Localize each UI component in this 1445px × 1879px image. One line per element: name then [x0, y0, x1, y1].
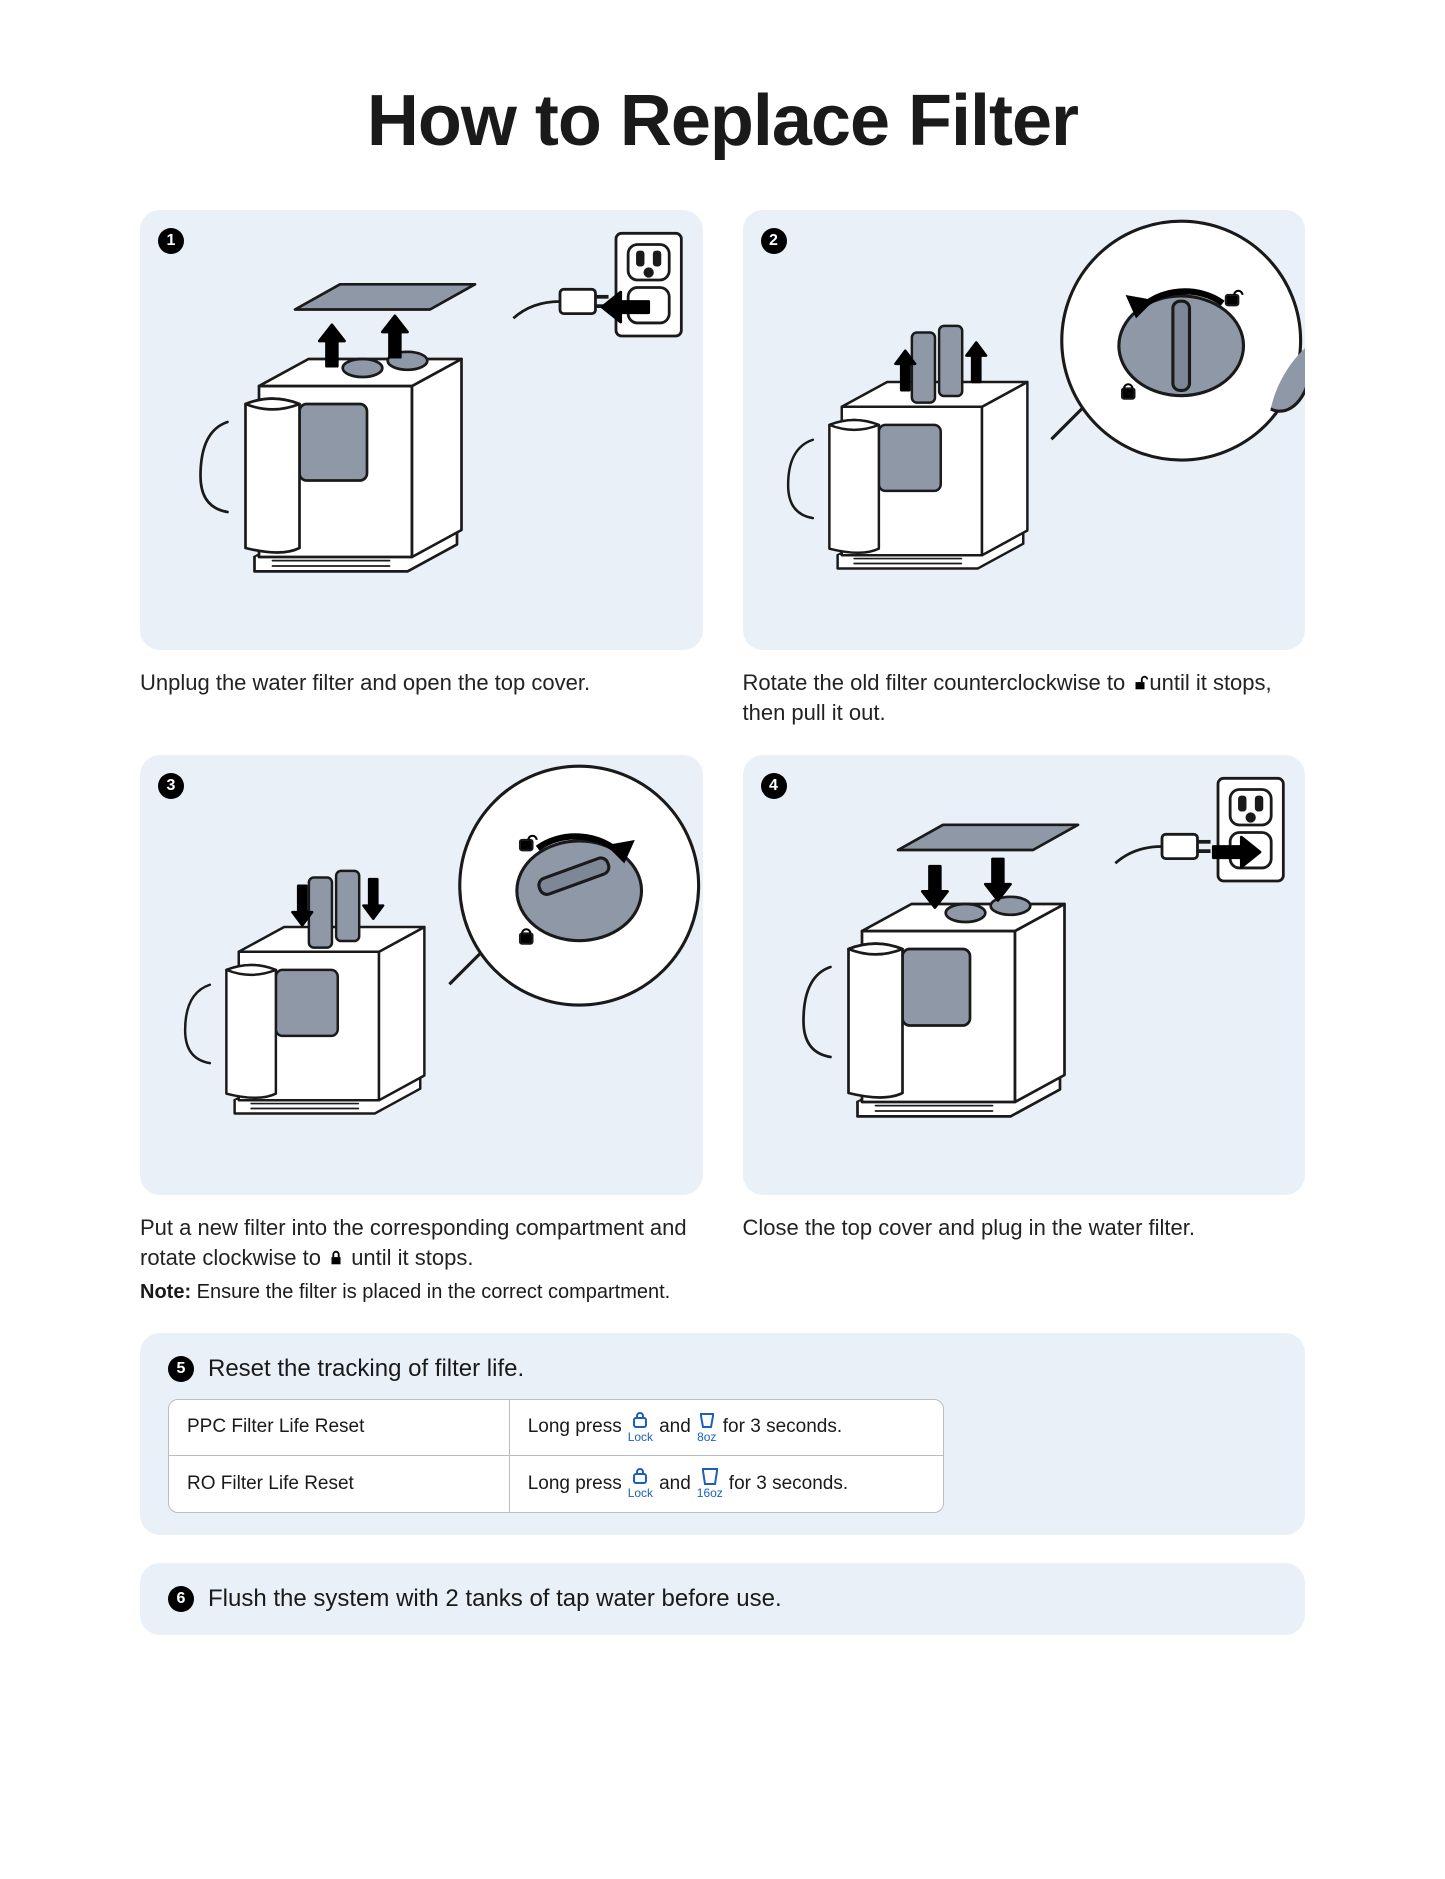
- unlock-icon: [1131, 674, 1149, 692]
- reset-ro-label: RO Filter Life Reset: [169, 1456, 510, 1512]
- lock-icon: [327, 1249, 345, 1267]
- step-4: 4: [743, 755, 1306, 1304]
- step-3: 3: [140, 755, 703, 1304]
- step-4-device-illustration: [763, 785, 1123, 1185]
- step-1-device-illustration: [160, 240, 520, 640]
- lock-icon: Lock: [628, 1410, 653, 1446]
- lock-icon: Lock: [628, 1466, 653, 1502]
- step-3-panel: 3: [140, 755, 703, 1195]
- reset-ppc-label: PPC Filter Life Reset: [169, 1400, 510, 1456]
- step-6-title: Flush the system with 2 tanks of tap wat…: [208, 1585, 782, 1613]
- step-2-caption: Rotate the old filter counterclockwise t…: [743, 668, 1306, 727]
- steps-grid: 1: [140, 210, 1305, 1305]
- reset-table: PPC Filter Life Reset Long press Lock an…: [168, 1399, 944, 1513]
- page-title: How to Replace Filter: [140, 80, 1305, 162]
- step-2-device-illustration: [751, 248, 1081, 648]
- step-2-panel: 2: [743, 210, 1306, 650]
- reset-ppc-instruction: Long press Lock and 8oz for 3 seconds.: [510, 1400, 944, 1456]
- cup-16oz-icon: 16oz: [697, 1466, 723, 1502]
- step-3-callout-illustration: [439, 761, 703, 1031]
- step-1-caption: Unplug the water filter and open the top…: [140, 668, 703, 698]
- step-6-badge: 6: [168, 1586, 194, 1612]
- reset-row-ro: RO Filter Life Reset Long press Lock and…: [169, 1455, 943, 1512]
- step-2-callout-illustration: [1041, 216, 1305, 486]
- step-5-title: Reset the tracking of filter life.: [208, 1355, 524, 1383]
- reset-ro-instruction: Long press Lock and 16oz for 3 seconds.: [510, 1456, 944, 1512]
- step-1-badge: 1: [158, 228, 184, 254]
- reset-row-ppc: PPC Filter Life Reset Long press Lock an…: [169, 1400, 943, 1456]
- step-4-badge: 4: [761, 773, 787, 799]
- step-3-device-illustration: [148, 793, 478, 1193]
- step-5-badge: 5: [168, 1356, 194, 1382]
- step-1: 1: [140, 210, 703, 727]
- step-6: 6 Flush the system with 2 tanks of tap w…: [140, 1563, 1305, 1635]
- step-2: 2: [743, 210, 1306, 727]
- step-3-caption: Put a new filter into the corresponding …: [140, 1213, 703, 1272]
- cup-8oz-icon: 8oz: [697, 1410, 717, 1446]
- step-4-caption: Close the top cover and plug in the wate…: [743, 1213, 1306, 1243]
- step-3-note: Note: Ensure the filter is placed in the…: [140, 1279, 703, 1305]
- step-4-panel: 4: [743, 755, 1306, 1195]
- step-4-outlet-illustration: [1109, 769, 1299, 909]
- step-1-outlet-illustration: [507, 224, 697, 364]
- step-2-badge: 2: [761, 228, 787, 254]
- step-1-panel: 1: [140, 210, 703, 650]
- step-5: 5 Reset the tracking of filter life. PPC…: [140, 1333, 1305, 1535]
